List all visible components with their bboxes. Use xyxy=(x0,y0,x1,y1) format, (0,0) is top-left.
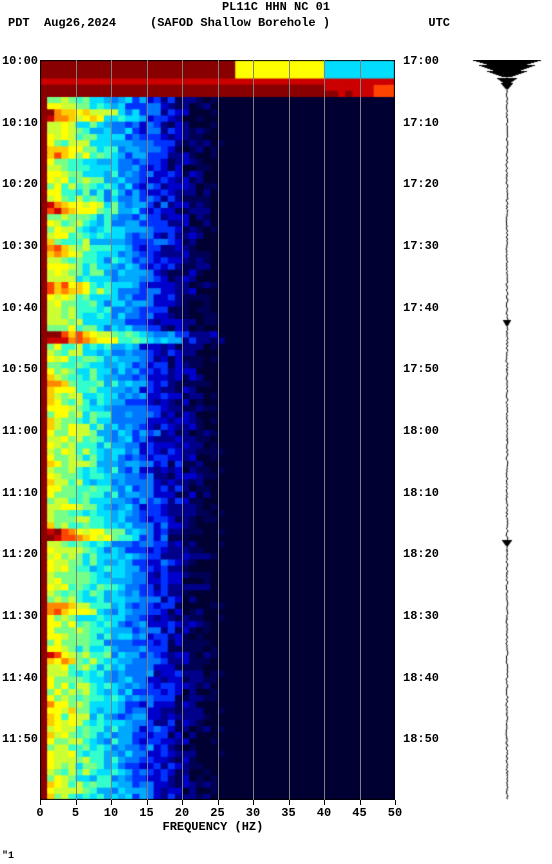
chart-title: PL11C HHN NC 01 xyxy=(0,0,552,14)
ytick-left: 10:50 xyxy=(0,362,38,376)
gridline xyxy=(111,60,112,800)
ytick-left: 11:20 xyxy=(0,547,38,561)
gridline xyxy=(324,60,325,800)
xtick-label: 10 xyxy=(101,806,121,820)
ytick-left: 11:00 xyxy=(0,424,38,438)
spectrogram-plot xyxy=(40,60,395,800)
tick-mark xyxy=(289,800,290,805)
xtick-label: 15 xyxy=(137,806,157,820)
ytick-left: 10:30 xyxy=(0,239,38,253)
waveform-panel xyxy=(472,60,542,800)
ytick-right: 18:10 xyxy=(403,486,443,500)
header-date: Aug26,2024 xyxy=(44,16,116,30)
gridline xyxy=(182,60,183,800)
gridline xyxy=(218,60,219,800)
gridline xyxy=(253,60,254,800)
tz-left: PDT xyxy=(8,16,30,30)
ytick-left: 10:40 xyxy=(0,301,38,315)
xtick-label: 40 xyxy=(314,806,334,820)
ytick-right: 18:30 xyxy=(403,609,443,623)
tick-mark xyxy=(360,800,361,805)
corner-mark: "1 xyxy=(2,851,14,862)
ytick-left: 11:10 xyxy=(0,486,38,500)
ytick-right: 18:00 xyxy=(403,424,443,438)
tick-mark xyxy=(76,800,77,805)
ytick-right: 17:30 xyxy=(403,239,443,253)
tick-mark xyxy=(147,800,148,805)
ytick-right: 18:50 xyxy=(403,732,443,746)
ytick-right: 17:20 xyxy=(403,177,443,191)
gridline xyxy=(147,60,148,800)
ytick-right: 18:40 xyxy=(403,671,443,685)
gridline xyxy=(76,60,77,800)
waveform-canvas xyxy=(472,60,542,800)
tick-mark xyxy=(111,800,112,805)
tick-mark xyxy=(253,800,254,805)
tick-mark xyxy=(182,800,183,805)
ytick-left: 10:20 xyxy=(0,177,38,191)
tz-right: UTC xyxy=(428,16,450,30)
xtick-label: 30 xyxy=(243,806,263,820)
xtick-label: 5 xyxy=(66,806,86,820)
xtick-label: 0 xyxy=(30,806,50,820)
ytick-right: 18:20 xyxy=(403,547,443,561)
ytick-right: 17:10 xyxy=(403,116,443,130)
ytick-left: 10:10 xyxy=(0,116,38,130)
tick-mark xyxy=(395,800,396,805)
xtick-label: 50 xyxy=(385,806,405,820)
header-center: (SAFOD Shallow Borehole ) xyxy=(150,16,330,30)
xtick-label: 45 xyxy=(350,806,370,820)
ytick-right: 17:00 xyxy=(403,54,443,68)
gridline xyxy=(289,60,290,800)
xtick-label: 20 xyxy=(172,806,192,820)
ytick-right: 17:40 xyxy=(403,301,443,315)
tick-mark xyxy=(218,800,219,805)
gridline xyxy=(360,60,361,800)
x-axis-label: FREQUENCY (HZ) xyxy=(163,820,264,834)
tick-mark xyxy=(324,800,325,805)
ytick-left: 11:50 xyxy=(0,732,38,746)
header-left: PDT Aug26,2024 xyxy=(8,16,116,30)
chart-container: PL11C HHN NC 01 PDT Aug26,2024 (SAFOD Sh… xyxy=(0,0,552,864)
ytick-right: 17:50 xyxy=(403,362,443,376)
ytick-left: 10:00 xyxy=(0,54,38,68)
ytick-left: 11:40 xyxy=(0,671,38,685)
xtick-label: 35 xyxy=(279,806,299,820)
ytick-left: 11:30 xyxy=(0,609,38,623)
xtick-label: 25 xyxy=(208,806,228,820)
tick-mark xyxy=(40,800,41,805)
